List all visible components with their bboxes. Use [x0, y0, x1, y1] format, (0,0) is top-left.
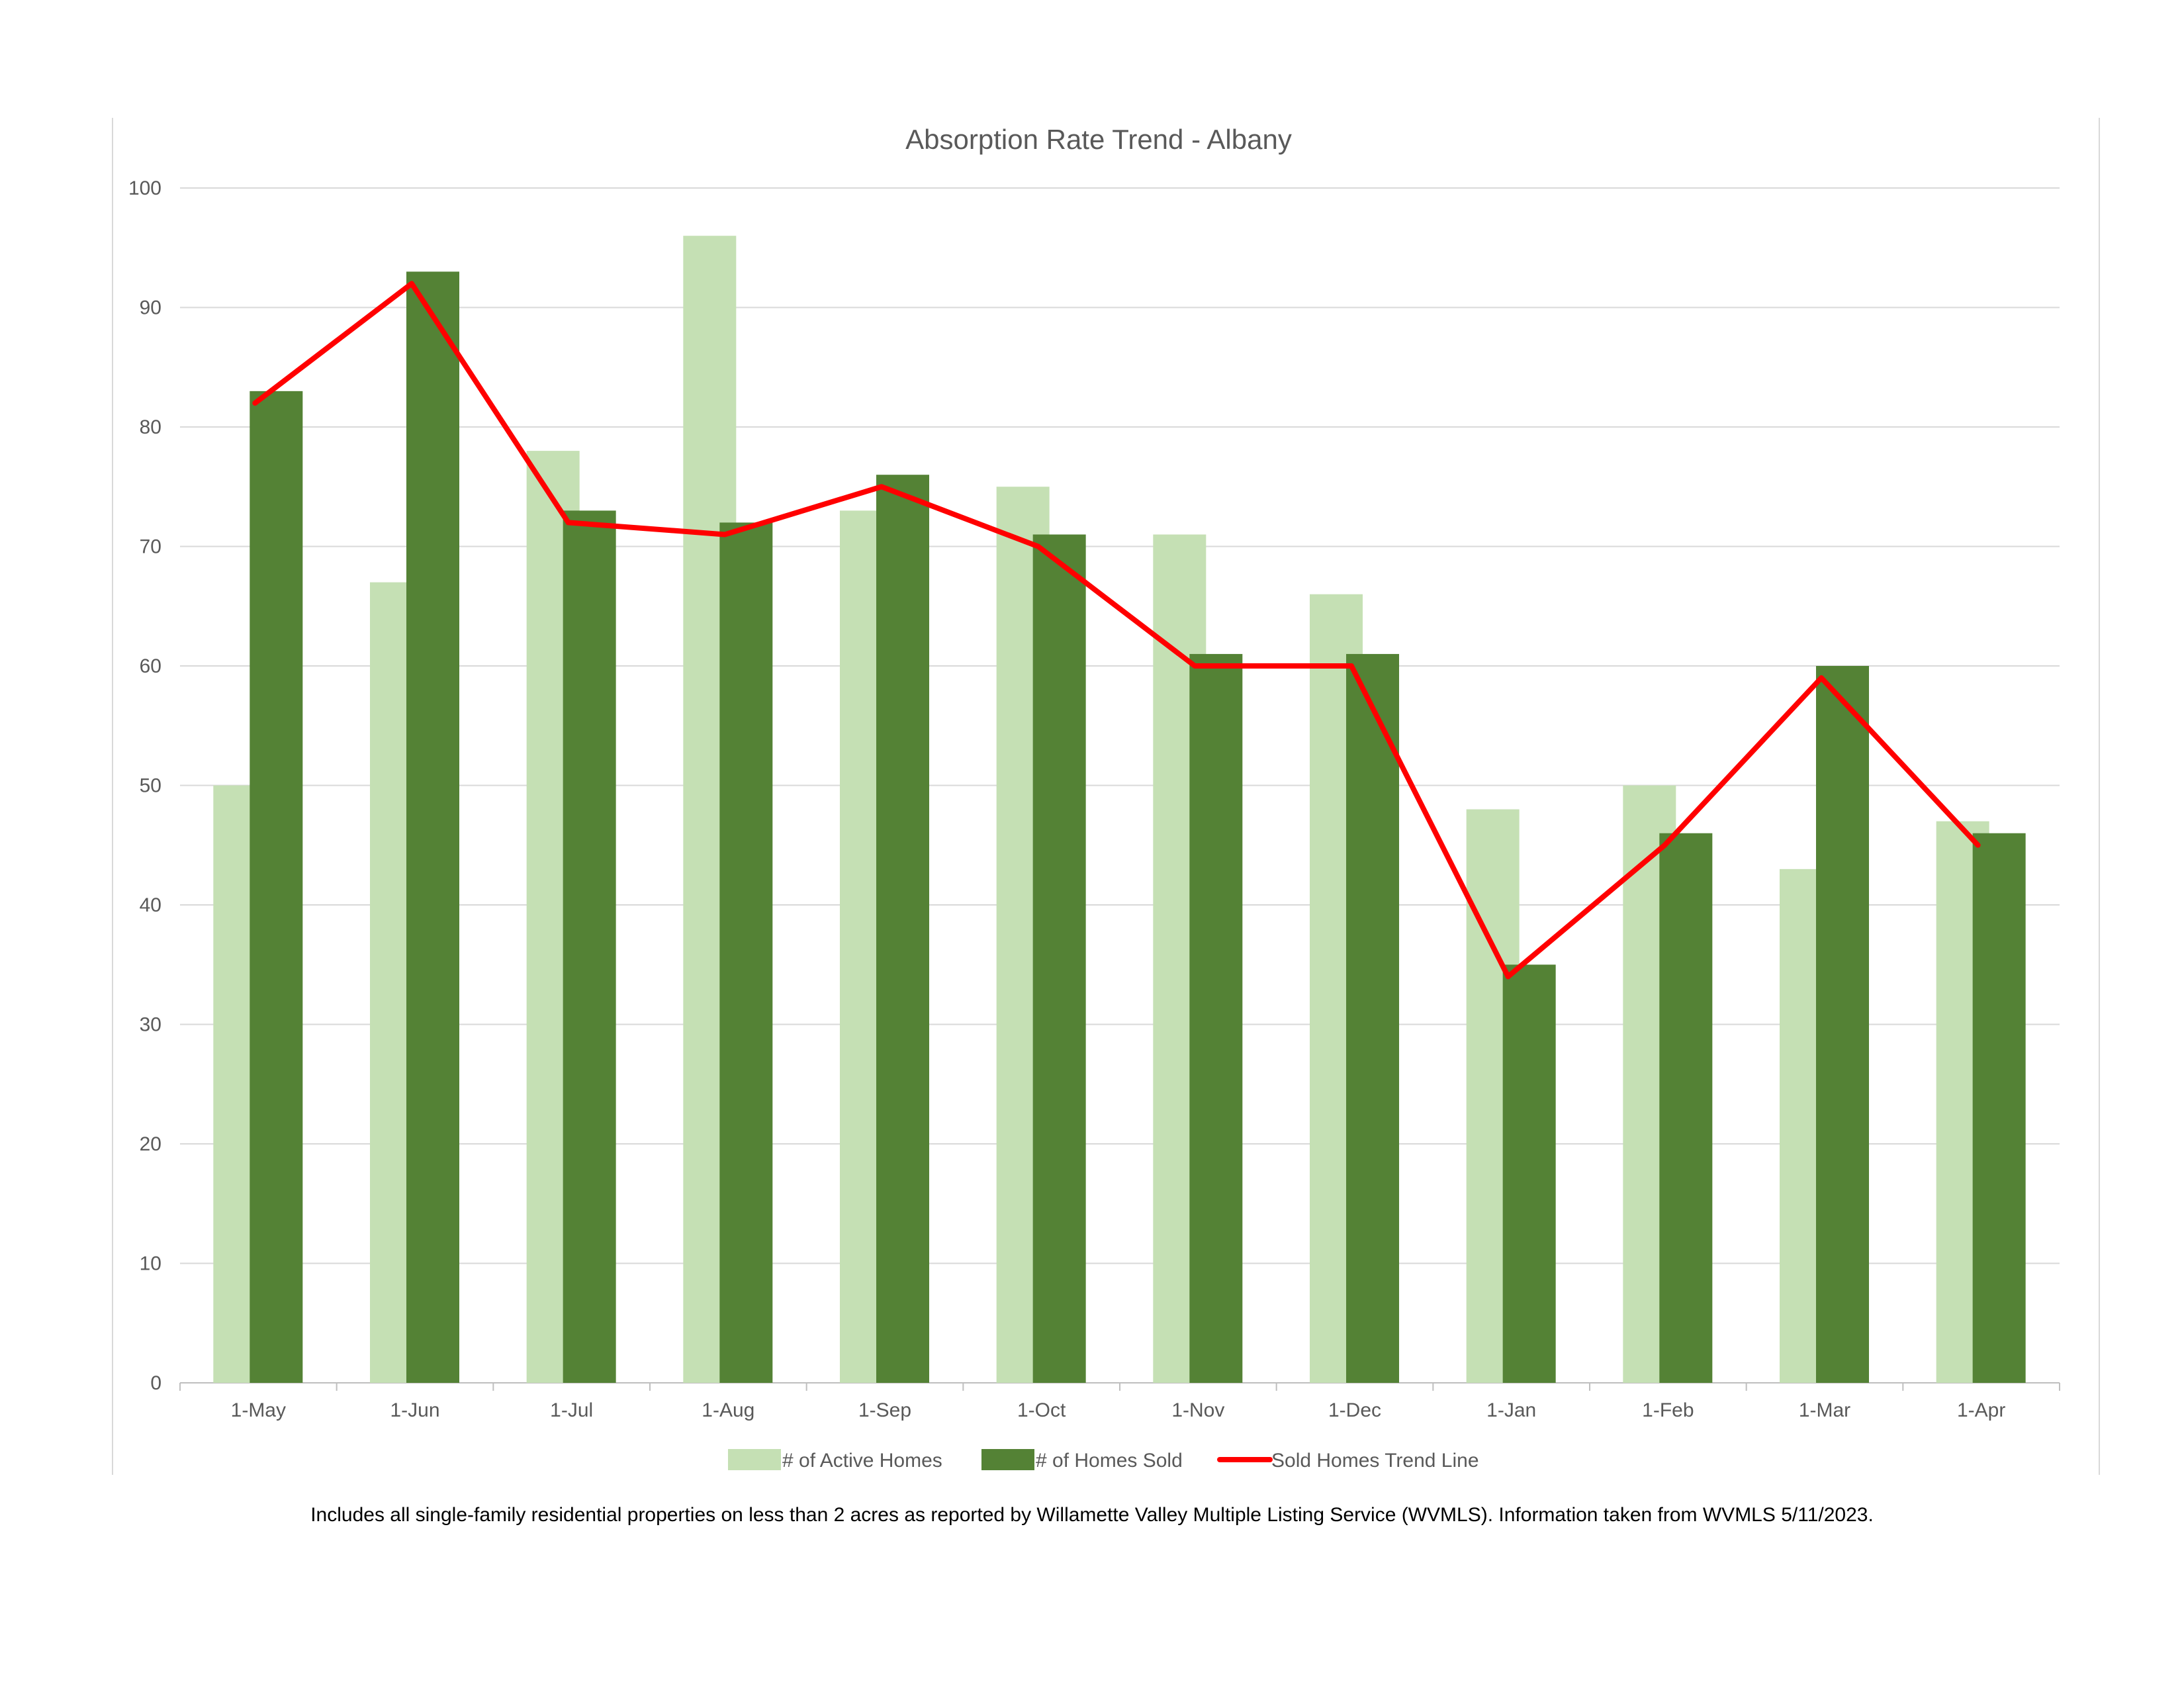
- bar-homes-sold: [1189, 653, 1243, 1383]
- x-tick-label: 1-Nov: [1171, 1399, 1224, 1421]
- x-tick-label: 1-Sep: [858, 1399, 911, 1421]
- legend-item-homes-sold: # of Homes Sold: [981, 1449, 1183, 1472]
- bar-homes-sold: [563, 510, 616, 1383]
- legend-label: Sold Homes Trend Line: [1271, 1450, 1479, 1472]
- x-tick-label: 1-Jun: [390, 1399, 439, 1421]
- chart-title: Absorption Rate Trend - Albany: [905, 124, 1292, 155]
- y-tick-label: 0: [150, 1372, 161, 1394]
- legend-item-trend-line: Sold Homes Trend Line: [1217, 1450, 1479, 1472]
- trend-line: [252, 281, 1981, 980]
- footnote: Includes all single-family residential p…: [310, 1504, 1874, 1526]
- x-tick-label: 1-Apr: [1957, 1399, 2005, 1421]
- legend: # of Active Homes # of Homes Sold Sold Hom…: [728, 1449, 1479, 1472]
- bar-homes-sold: [876, 475, 929, 1383]
- gridlines: [180, 187, 2060, 1383]
- x-tick-label: 1-Oct: [1017, 1399, 1066, 1421]
- y-tick-label: 80: [140, 416, 161, 438]
- y-axis-tick-labels: 0 10 20 30 40 50 60 70 80 90 100: [128, 177, 161, 1394]
- bar-homes-sold: [1346, 653, 1399, 1383]
- y-tick-label: 70: [140, 536, 161, 558]
- bar-homes-sold: [406, 271, 459, 1383]
- y-tick-label: 10: [140, 1253, 161, 1275]
- y-tick-label: 100: [128, 177, 161, 199]
- y-tick-label: 30: [140, 1014, 161, 1036]
- x-axis-tick-labels: 1-May 1-Jun 1-Jul 1-Aug 1-Sep 1-Oct 1-Nov 1-Dec…: [179, 1383, 2060, 1421]
- y-tick-label: 90: [140, 297, 161, 319]
- y-tick-label: 60: [140, 655, 161, 677]
- y-tick-label: 50: [140, 775, 161, 797]
- bar-homes-sold: [1502, 964, 1556, 1383]
- legend-swatch: [728, 1449, 781, 1470]
- x-tick-label: 1-Jan: [1486, 1399, 1536, 1421]
- bar-homes-sold: [1032, 534, 1086, 1383]
- trend-line-layer: [252, 281, 1981, 980]
- x-tick-label: 1-Jul: [550, 1399, 593, 1421]
- x-tick-label: 1-Feb: [1642, 1399, 1694, 1421]
- bar-homes-sold: [1972, 833, 2026, 1383]
- x-tick-label: 1-Dec: [1328, 1399, 1381, 1421]
- x-tick-label: 1-May: [231, 1399, 286, 1421]
- bar-homes-sold: [250, 391, 303, 1383]
- y-tick-label: 20: [140, 1133, 161, 1155]
- bars: [213, 236, 2026, 1383]
- legend-label: # of Active Homes: [782, 1450, 942, 1472]
- legend-label: # of Homes Sold: [1036, 1450, 1183, 1472]
- bar-homes-sold: [719, 522, 773, 1383]
- legend-swatch: [981, 1449, 1034, 1470]
- x-tick-label: 1-Aug: [702, 1399, 754, 1421]
- y-tick-label: 40: [140, 894, 161, 916]
- bar-homes-sold: [1816, 666, 1869, 1383]
- legend-item-active-homes: # of Active Homes: [728, 1449, 942, 1472]
- x-tick-label: 1-Mar: [1799, 1399, 1850, 1421]
- bar-homes-sold: [1659, 833, 1713, 1383]
